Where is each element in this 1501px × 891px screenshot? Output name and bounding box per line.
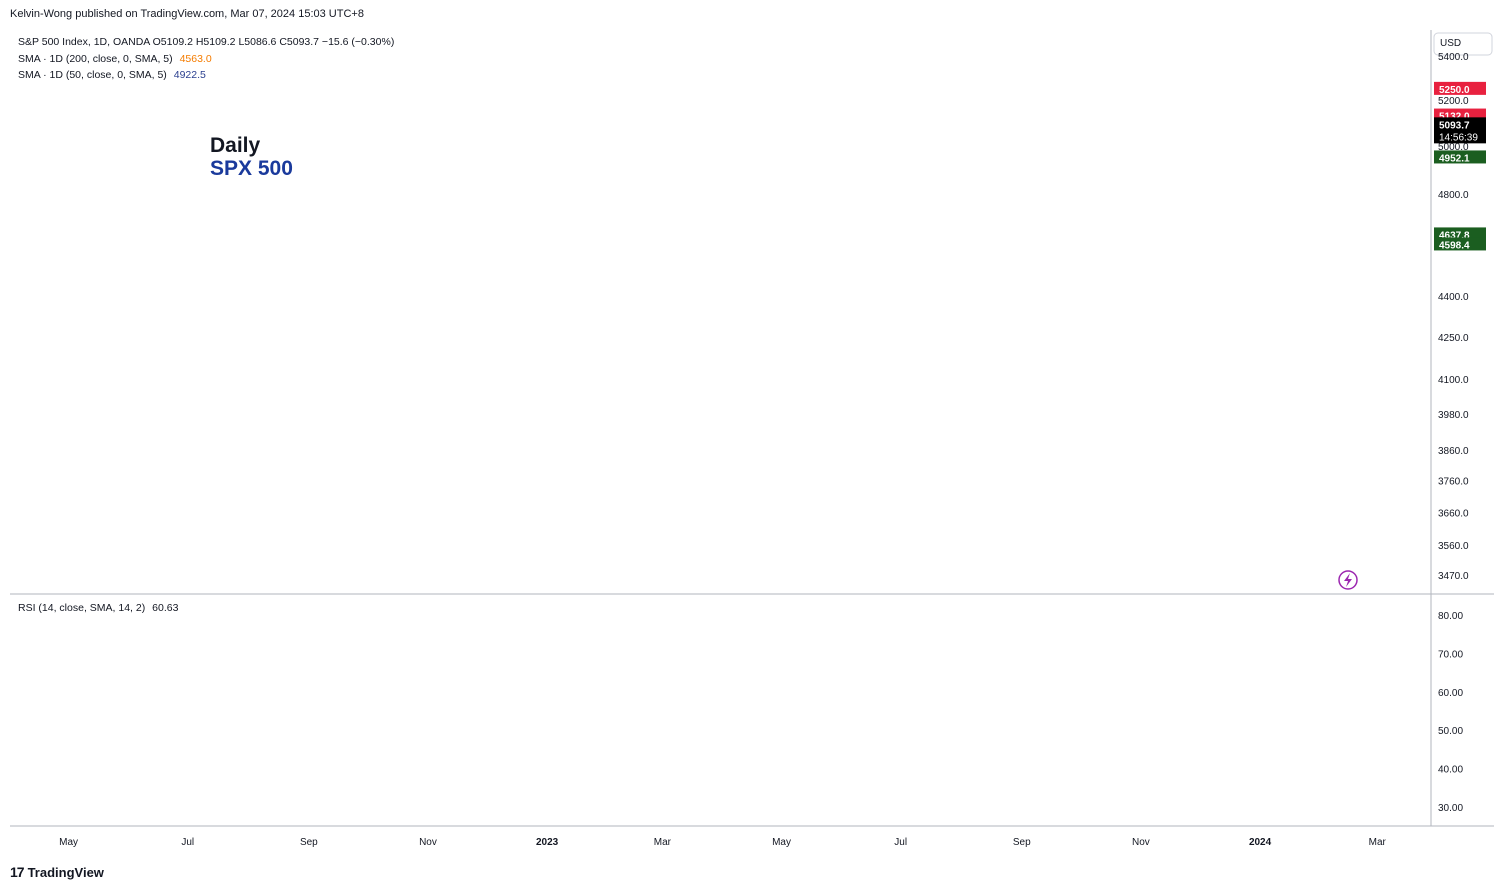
sma50-legend-value: 4922.5	[173, 69, 206, 81]
time-tick-label: 2024	[1249, 837, 1272, 848]
rsi-tick-label: 30.00	[1438, 803, 1463, 814]
sma50-legend[interactable]: SMA · 1D (50, close, 0, SMA, 5) 4922.5	[18, 69, 206, 81]
sma50-legend-label: SMA · 1D (50, close, 0, SMA, 5)	[18, 69, 167, 81]
rsi-tick-label: 80.00	[1438, 611, 1463, 622]
rsi-legend-label: RSI (14, close, SMA, 14, 2)	[18, 602, 146, 614]
sma200-legend-label: SMA · 1D (200, close, 0, SMA, 5)	[18, 53, 173, 65]
price-tag-label: 4952.1	[1439, 153, 1470, 164]
price-tick-label: 3660.0	[1438, 508, 1469, 519]
price-tag-bg	[1434, 227, 1486, 241]
price-tick-label: 3980.0	[1438, 410, 1469, 421]
price-tag-label: 5132.0	[1439, 112, 1470, 123]
tradingview-logo[interactable]: 17 TradingView	[10, 864, 104, 880]
timeframe-label: Daily	[210, 134, 261, 157]
chart-title: SPX 500	[210, 157, 293, 180]
tradingview-logo-text: TradingView	[27, 864, 104, 880]
time-tick-label: 2023	[536, 837, 559, 848]
rsi-tick-label: 60.00	[1438, 688, 1463, 699]
price-tag-label: 5093.7	[1439, 120, 1470, 131]
time-tick-label: Mar	[1369, 837, 1387, 848]
rsi-legend[interactable]: RSI (14, close, SMA, 14, 2) 60.63	[18, 602, 178, 614]
price-tag-bg	[1434, 237, 1486, 251]
rsi-tick-label: 50.00	[1438, 726, 1463, 737]
time-tick-label: Jul	[181, 837, 194, 848]
time-tick-label: Mar	[654, 837, 672, 848]
rsi-tick-label: 70.00	[1438, 650, 1463, 661]
price-tick-label: 4100.0	[1438, 375, 1469, 386]
price-tag-label: 4637.8	[1439, 230, 1470, 241]
currency-box	[1433, 32, 1493, 56]
price-tick-label: 3470.0	[1438, 571, 1469, 582]
price-tick-label: 5000.0	[1438, 142, 1469, 153]
price-tag-bg	[1434, 150, 1486, 164]
time-tick-label: May	[772, 837, 791, 848]
price-tick-label: 5400.0	[1438, 52, 1469, 63]
rsi-tick-label: 40.00	[1438, 765, 1463, 776]
price-tick-label: 5200.0	[1438, 96, 1469, 107]
lightning-icon-bolt	[1344, 573, 1352, 587]
price-tick-label: 4400.0	[1438, 292, 1469, 303]
price-tag-bg	[1434, 81, 1486, 95]
price-tag-bg	[1434, 117, 1486, 144]
time-tick-label: Jul	[894, 837, 907, 848]
time-tick-label: May	[59, 837, 78, 848]
price-tag-label: 4598.4	[1439, 240, 1470, 251]
price-tag-countdown: 14:56:39	[1439, 132, 1478, 143]
price-tick-label: 3560.0	[1438, 541, 1469, 552]
time-tick-label: Nov	[1132, 837, 1150, 848]
price-tick-label: 3760.0	[1438, 477, 1469, 488]
price-tick-label: 4800.0	[1438, 190, 1469, 201]
tradingview-logo-icon: 17	[10, 864, 25, 880]
price-tick-label: 4250.0	[1438, 333, 1469, 344]
time-tick-label: Sep	[1013, 837, 1031, 848]
publisher-line: Kelvin-Wong published on TradingView.com…	[10, 8, 364, 20]
price-tick-label: 3860.0	[1438, 446, 1469, 457]
symbol-legend[interactable]: S&P 500 Index, 1D, OANDA O5109.2 H5109.2…	[18, 36, 395, 48]
lightning-icon	[1338, 570, 1358, 590]
time-tick-label: Sep	[300, 837, 318, 848]
price-tag-label: 5250.0	[1439, 85, 1470, 96]
rsi-legend-value: 60.63	[152, 602, 179, 614]
sma200-legend[interactable]: SMA · 1D (200, close, 0, SMA, 5) 4563.0	[18, 53, 212, 65]
sma200-legend-value: 4563.0	[179, 53, 212, 65]
currency-label[interactable]: USD	[1440, 38, 1462, 49]
time-tick-label: Nov	[419, 837, 437, 848]
